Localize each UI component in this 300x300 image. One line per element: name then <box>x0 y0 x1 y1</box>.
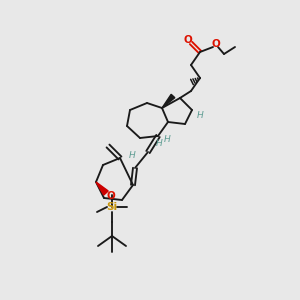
Polygon shape <box>96 182 108 195</box>
Text: O: O <box>184 35 192 45</box>
Polygon shape <box>162 94 175 108</box>
Text: H: H <box>196 110 203 119</box>
Text: H: H <box>156 139 162 148</box>
Text: O: O <box>106 191 116 201</box>
Text: H: H <box>164 134 170 143</box>
Text: Si: Si <box>106 202 118 212</box>
Text: H: H <box>129 151 135 160</box>
Text: O: O <box>212 39 220 49</box>
